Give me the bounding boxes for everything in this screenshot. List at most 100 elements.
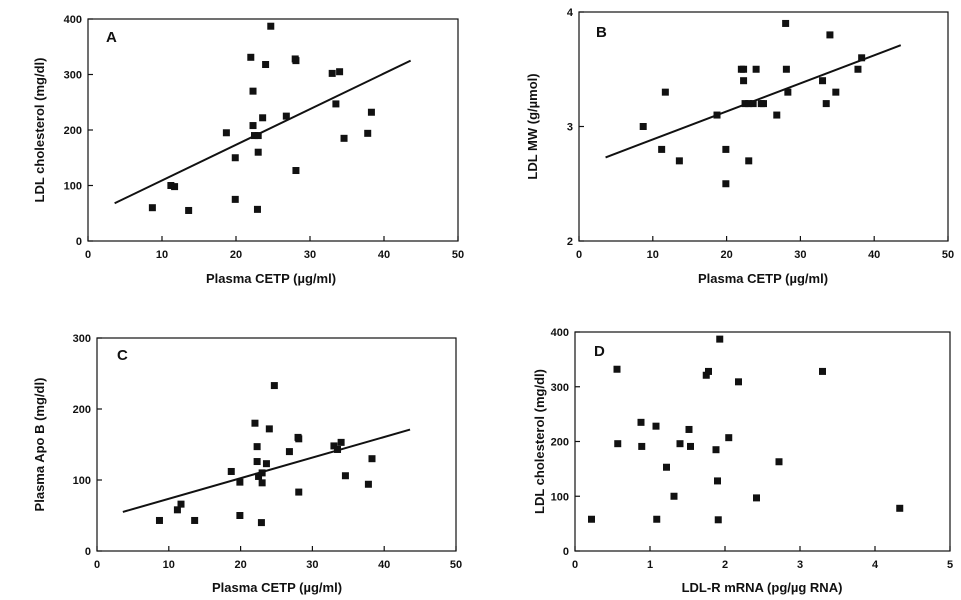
y-axis-label: LDL MW (g/µmol) — [525, 73, 540, 179]
data-point — [270, 382, 278, 390]
panel-label: D — [594, 343, 605, 360]
data-point — [854, 65, 862, 73]
data-point — [328, 69, 336, 77]
data-point — [822, 100, 830, 108]
x-axis-label: LDL-R mRNA (pg/µg RNA) — [682, 580, 843, 595]
y-axis-label: LDL cholesterol (mg/dl) — [532, 369, 547, 514]
x-tick-label: 10 — [163, 559, 175, 571]
y-tick-label: 100 — [64, 181, 82, 193]
data-point — [676, 440, 684, 448]
data-point — [760, 100, 767, 108]
data-point — [819, 77, 827, 85]
y-tick-label: 0 — [85, 546, 91, 558]
x-tick-label: 50 — [450, 559, 462, 571]
data-point — [330, 442, 338, 450]
x-tick-label: 0 — [85, 249, 91, 261]
y-tick-label: 200 — [551, 437, 569, 449]
data-point — [752, 65, 760, 73]
x-tick-label: 40 — [868, 249, 880, 261]
data-point — [222, 129, 230, 137]
data-point — [638, 442, 646, 450]
data-point — [262, 460, 270, 468]
x-tick-label: 1 — [647, 559, 653, 571]
y-tick-label: 300 — [64, 70, 82, 82]
data-point — [332, 100, 340, 108]
data-point — [725, 434, 733, 442]
data-point — [258, 479, 266, 487]
panel-label: B — [596, 24, 607, 41]
data-point — [663, 463, 670, 471]
panel-a: 0 10 20 30 40 50 0 100 200 300 400 Plasma CETP (µg/… — [32, 14, 464, 286]
data-point — [292, 57, 300, 65]
data-point — [337, 438, 345, 446]
x-tick-label: 40 — [378, 249, 390, 261]
x-tick-label: 30 — [794, 249, 806, 261]
data-point — [173, 506, 181, 514]
data-point — [368, 455, 376, 463]
data-point — [653, 515, 661, 523]
y-axis-label: LDL cholesterol (mg/dl) — [32, 58, 47, 203]
x-tick-label: 50 — [452, 249, 464, 261]
x-tick-label: 20 — [234, 559, 246, 571]
plot-frame — [578, 11, 949, 242]
data-point — [251, 132, 258, 140]
y-tick-label: 2 — [567, 236, 573, 248]
panel-label: A — [106, 29, 117, 46]
data-point — [259, 114, 267, 122]
data-point — [588, 515, 595, 523]
data-point — [185, 206, 193, 214]
regression-line — [122, 428, 411, 513]
data-point — [685, 425, 693, 433]
x-tick-label: 5 — [947, 559, 953, 571]
panel-b: 0 10 20 30 40 50 2 3 4 Plasma CETP (µg/ml) LDL MW … — [525, 7, 954, 286]
y-tick-label: 300 — [551, 382, 569, 394]
data-point — [167, 182, 175, 189]
x-tick-label: 10 — [156, 249, 168, 261]
x-axis-label: Plasma CETP (µg/ml) — [212, 580, 342, 595]
data-point — [267, 22, 275, 30]
data-point — [675, 157, 683, 165]
y-tick-label: 4 — [567, 7, 574, 19]
y-tick-label: 3 — [567, 122, 573, 134]
x-tick-label: 20 — [230, 249, 242, 261]
data-point — [741, 100, 749, 108]
data-point — [773, 111, 781, 119]
data-point — [171, 183, 179, 191]
data-point — [775, 458, 783, 466]
data-point — [858, 54, 866, 62]
x-tick-label: 3 — [797, 559, 803, 571]
data-point — [658, 145, 666, 153]
data-point — [712, 446, 720, 454]
data-point — [722, 145, 730, 153]
x-tick-label: 30 — [306, 559, 318, 571]
y-tick-label: 0 — [563, 546, 569, 558]
data-point — [705, 367, 712, 375]
data-point — [722, 180, 730, 188]
x-axis-label: Plasma CETP (µg/ml) — [206, 271, 336, 286]
data-point — [367, 108, 375, 116]
x-tick-label: 4 — [872, 559, 879, 571]
y-tick-label: 400 — [64, 14, 82, 26]
data-point — [254, 132, 262, 140]
x-tick-label: 0 — [94, 559, 100, 571]
plot-frame — [96, 337, 457, 552]
y-tick-label: 0 — [76, 236, 82, 248]
data-point — [177, 500, 185, 508]
data-point — [236, 512, 244, 519]
data-point — [236, 478, 244, 486]
data-point — [753, 494, 760, 502]
panel-c: 0 10 20 30 40 50 0 100 200 300 Plasma CETP (µg/ml)… — [32, 333, 462, 595]
data-point — [285, 448, 293, 456]
data-point — [687, 442, 694, 450]
data-point — [364, 129, 372, 137]
data-point — [661, 88, 669, 96]
data-point — [262, 61, 270, 69]
x-tick-label: 40 — [378, 559, 390, 571]
data-point — [614, 440, 622, 448]
data-point — [714, 477, 721, 485]
data-point — [254, 148, 262, 156]
x-tick-label: 20 — [720, 249, 732, 261]
data-point — [735, 378, 742, 386]
data-point — [295, 488, 303, 496]
y-tick-label: 200 — [64, 125, 82, 137]
